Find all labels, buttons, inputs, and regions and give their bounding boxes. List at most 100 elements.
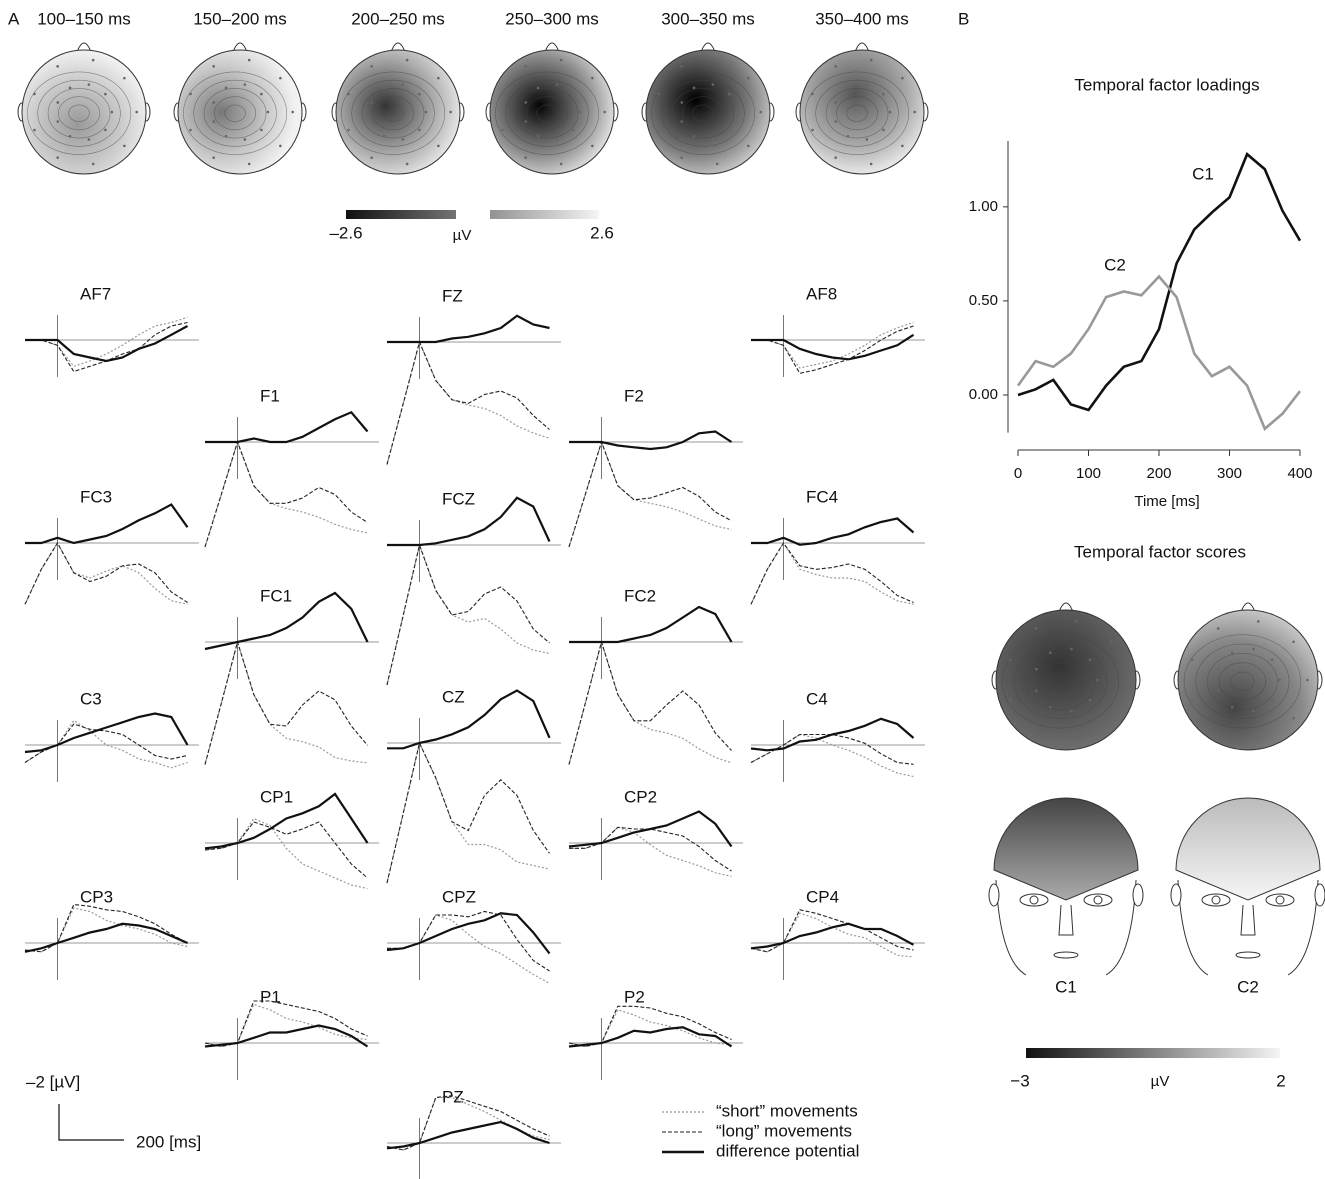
- erp-diff: [205, 412, 368, 442]
- electrode: [1035, 689, 1038, 692]
- electrode: [1306, 679, 1309, 682]
- electrode: [1035, 627, 1038, 630]
- legend-label: “short” movements: [716, 1101, 858, 1120]
- channel-label: AF7: [80, 284, 111, 303]
- electrode: [402, 83, 405, 86]
- electrode: [870, 163, 873, 166]
- channel-label: C4: [806, 689, 828, 708]
- erp-short: [569, 442, 732, 547]
- channel-label: P2: [624, 987, 645, 1006]
- erp-long: [205, 642, 368, 765]
- channel-label: F1: [260, 386, 280, 405]
- electrode: [212, 65, 215, 68]
- electrode: [212, 120, 215, 123]
- nose: [1241, 905, 1255, 935]
- electrode: [418, 93, 421, 96]
- electrode: [1257, 620, 1260, 623]
- erp-long: [569, 442, 732, 547]
- time-window: 350–400 ms: [815, 9, 909, 28]
- time-window: 150–200 ms: [193, 9, 287, 28]
- electrode: [260, 93, 263, 96]
- channel-label: CP1: [260, 787, 293, 806]
- erp-short: [751, 323, 914, 369]
- head-map: [490, 50, 614, 174]
- erp-short: [205, 442, 368, 547]
- erp-diff: [387, 913, 550, 953]
- electrode: [560, 163, 563, 166]
- channel-label: CP4: [806, 887, 839, 906]
- head-map: [1178, 610, 1318, 750]
- electrode: [501, 129, 504, 132]
- electrode: [572, 129, 575, 132]
- electrode: [524, 120, 527, 123]
- channel-label: FC4: [806, 487, 838, 506]
- erp-long: [25, 724, 188, 763]
- channel-label: FCZ: [442, 489, 475, 508]
- electrode: [537, 135, 540, 138]
- erp-long: [205, 822, 368, 878]
- erp-short: [569, 827, 732, 876]
- electrode: [92, 163, 95, 166]
- erp-short: [387, 545, 550, 685]
- electrode: [537, 87, 540, 90]
- erp-short: [387, 1098, 550, 1151]
- mouth: [1236, 952, 1260, 958]
- electrode: [248, 163, 251, 166]
- scalp-map: [1176, 798, 1320, 900]
- channel-label: C3: [80, 689, 102, 708]
- electrode: [123, 145, 126, 148]
- head-map: [336, 50, 460, 174]
- electrode: [449, 111, 452, 114]
- electrode: [383, 87, 386, 90]
- ear: [1133, 884, 1143, 906]
- component-label: C2: [1237, 977, 1259, 996]
- electrode: [370, 156, 373, 159]
- electrode: [747, 145, 750, 148]
- electrode: [88, 83, 91, 86]
- electrode: [212, 156, 215, 159]
- erp-long: [387, 743, 550, 883]
- electrode: [437, 145, 440, 148]
- time-window: 300–350 ms: [661, 9, 755, 28]
- electrode: [135, 111, 138, 114]
- electrode: [1257, 737, 1260, 740]
- electrode: [437, 77, 440, 80]
- erp-short: [751, 735, 914, 777]
- colorbar-max: 2.6: [590, 223, 614, 242]
- electrode: [406, 59, 409, 62]
- electrode: [189, 129, 192, 132]
- channel-label: FC3: [80, 487, 112, 506]
- erp-long: [387, 342, 550, 465]
- erp-long: [25, 323, 188, 372]
- electrode: [1217, 627, 1220, 630]
- scale-bar: [59, 1104, 124, 1140]
- electrode: [425, 111, 428, 114]
- electrode: [418, 129, 421, 132]
- electrode: [56, 120, 59, 123]
- x-axis-label: Time [ms]: [1134, 493, 1199, 510]
- scalp-map: [994, 798, 1138, 900]
- electrode: [811, 93, 814, 96]
- electrode: [88, 138, 91, 141]
- electrode: [1089, 699, 1092, 702]
- erp-diff: [387, 1122, 550, 1148]
- channel-label: FC1: [260, 586, 292, 605]
- electrode: [1231, 651, 1234, 654]
- electrode: [591, 145, 594, 148]
- legend-label: difference potential: [716, 1141, 859, 1160]
- erp-long: [205, 1001, 368, 1047]
- electrode: [712, 138, 715, 141]
- panel-label: A: [8, 9, 20, 28]
- channel-label: AF8: [806, 284, 837, 303]
- electrode: [882, 129, 885, 132]
- electrode: [728, 129, 731, 132]
- electrode: [1089, 658, 1092, 661]
- electrode: [901, 145, 904, 148]
- electrode: [1278, 679, 1281, 682]
- electrode: [913, 111, 916, 114]
- erp-long: [387, 912, 550, 972]
- electrode: [866, 83, 869, 86]
- electrode: [123, 77, 126, 80]
- figure: A B Temporal factor loadings Time [ms] T…: [0, 0, 1325, 1179]
- time-window: 200–250 ms: [351, 9, 445, 28]
